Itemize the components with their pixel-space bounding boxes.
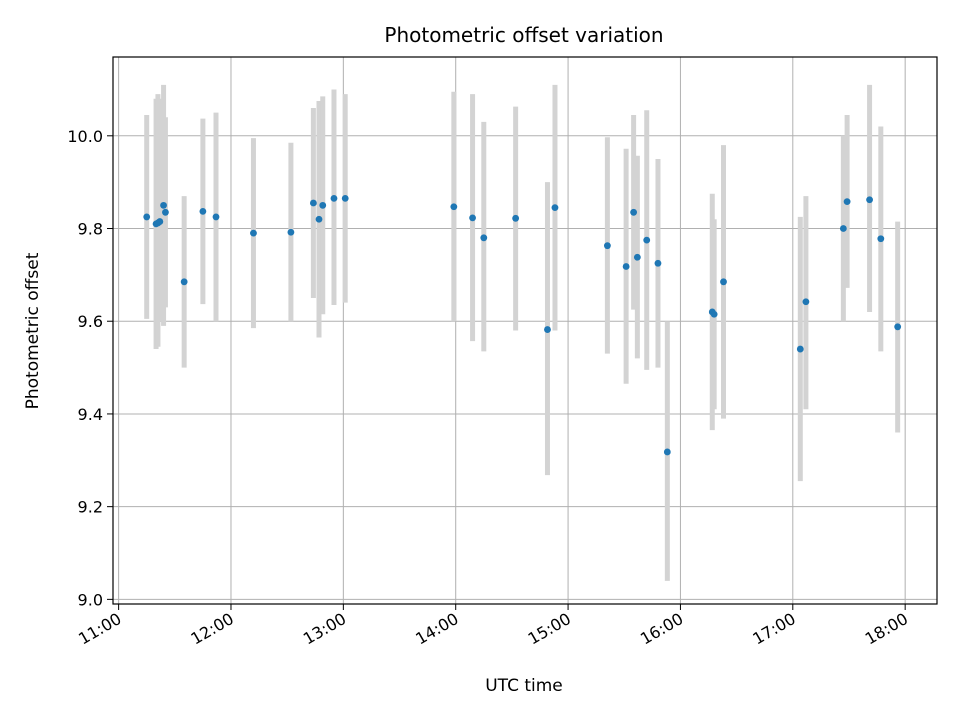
data-point xyxy=(544,326,551,333)
data-point xyxy=(315,215,323,223)
data-point xyxy=(309,199,317,207)
data-point xyxy=(663,448,671,456)
data-point xyxy=(622,263,630,270)
data-point xyxy=(341,194,349,202)
y-tick-label: 9.4 xyxy=(78,405,103,424)
data-point xyxy=(796,345,804,353)
data-point xyxy=(843,198,851,206)
data-point xyxy=(156,218,164,225)
data-points xyxy=(143,194,902,456)
data-point xyxy=(450,203,458,211)
data-point xyxy=(710,310,718,318)
x-axis-title: UTC time xyxy=(485,676,563,696)
data-point xyxy=(630,208,638,216)
plot-frame xyxy=(112,56,938,605)
data-point xyxy=(643,236,651,244)
data-point xyxy=(469,214,476,222)
data-point xyxy=(330,194,338,202)
data-point xyxy=(480,234,488,242)
data-point xyxy=(180,278,188,286)
y-tick-label: 9.0 xyxy=(78,590,103,609)
data-point xyxy=(894,323,902,331)
data-point xyxy=(604,242,611,250)
data-point xyxy=(551,204,559,212)
data-point xyxy=(162,208,169,216)
data-point xyxy=(199,207,207,215)
data-point xyxy=(654,259,662,267)
data-point xyxy=(839,225,847,232)
data-point xyxy=(720,278,727,286)
y-tick-label: 9.6 xyxy=(78,312,103,331)
y-tick-label: 9.8 xyxy=(78,220,103,239)
y-axis: 9.0 9.2 9.4 9.6 9.8 10.0 xyxy=(67,127,113,609)
data-point xyxy=(512,214,520,222)
y-tick-label: 10.0 xyxy=(67,127,103,146)
y-axis-title: Photometric offset xyxy=(23,252,43,409)
data-point xyxy=(633,253,641,261)
data-point xyxy=(287,228,295,236)
data-point xyxy=(143,213,151,221)
y-tick-label: 9.2 xyxy=(78,498,103,517)
data-point xyxy=(250,229,257,237)
data-point xyxy=(160,201,167,209)
chart-title: Photometric offset variation xyxy=(384,23,663,47)
data-point xyxy=(212,213,220,221)
data-point xyxy=(877,235,885,243)
data-point xyxy=(866,196,873,204)
data-point xyxy=(319,201,327,209)
data-point xyxy=(802,298,810,306)
